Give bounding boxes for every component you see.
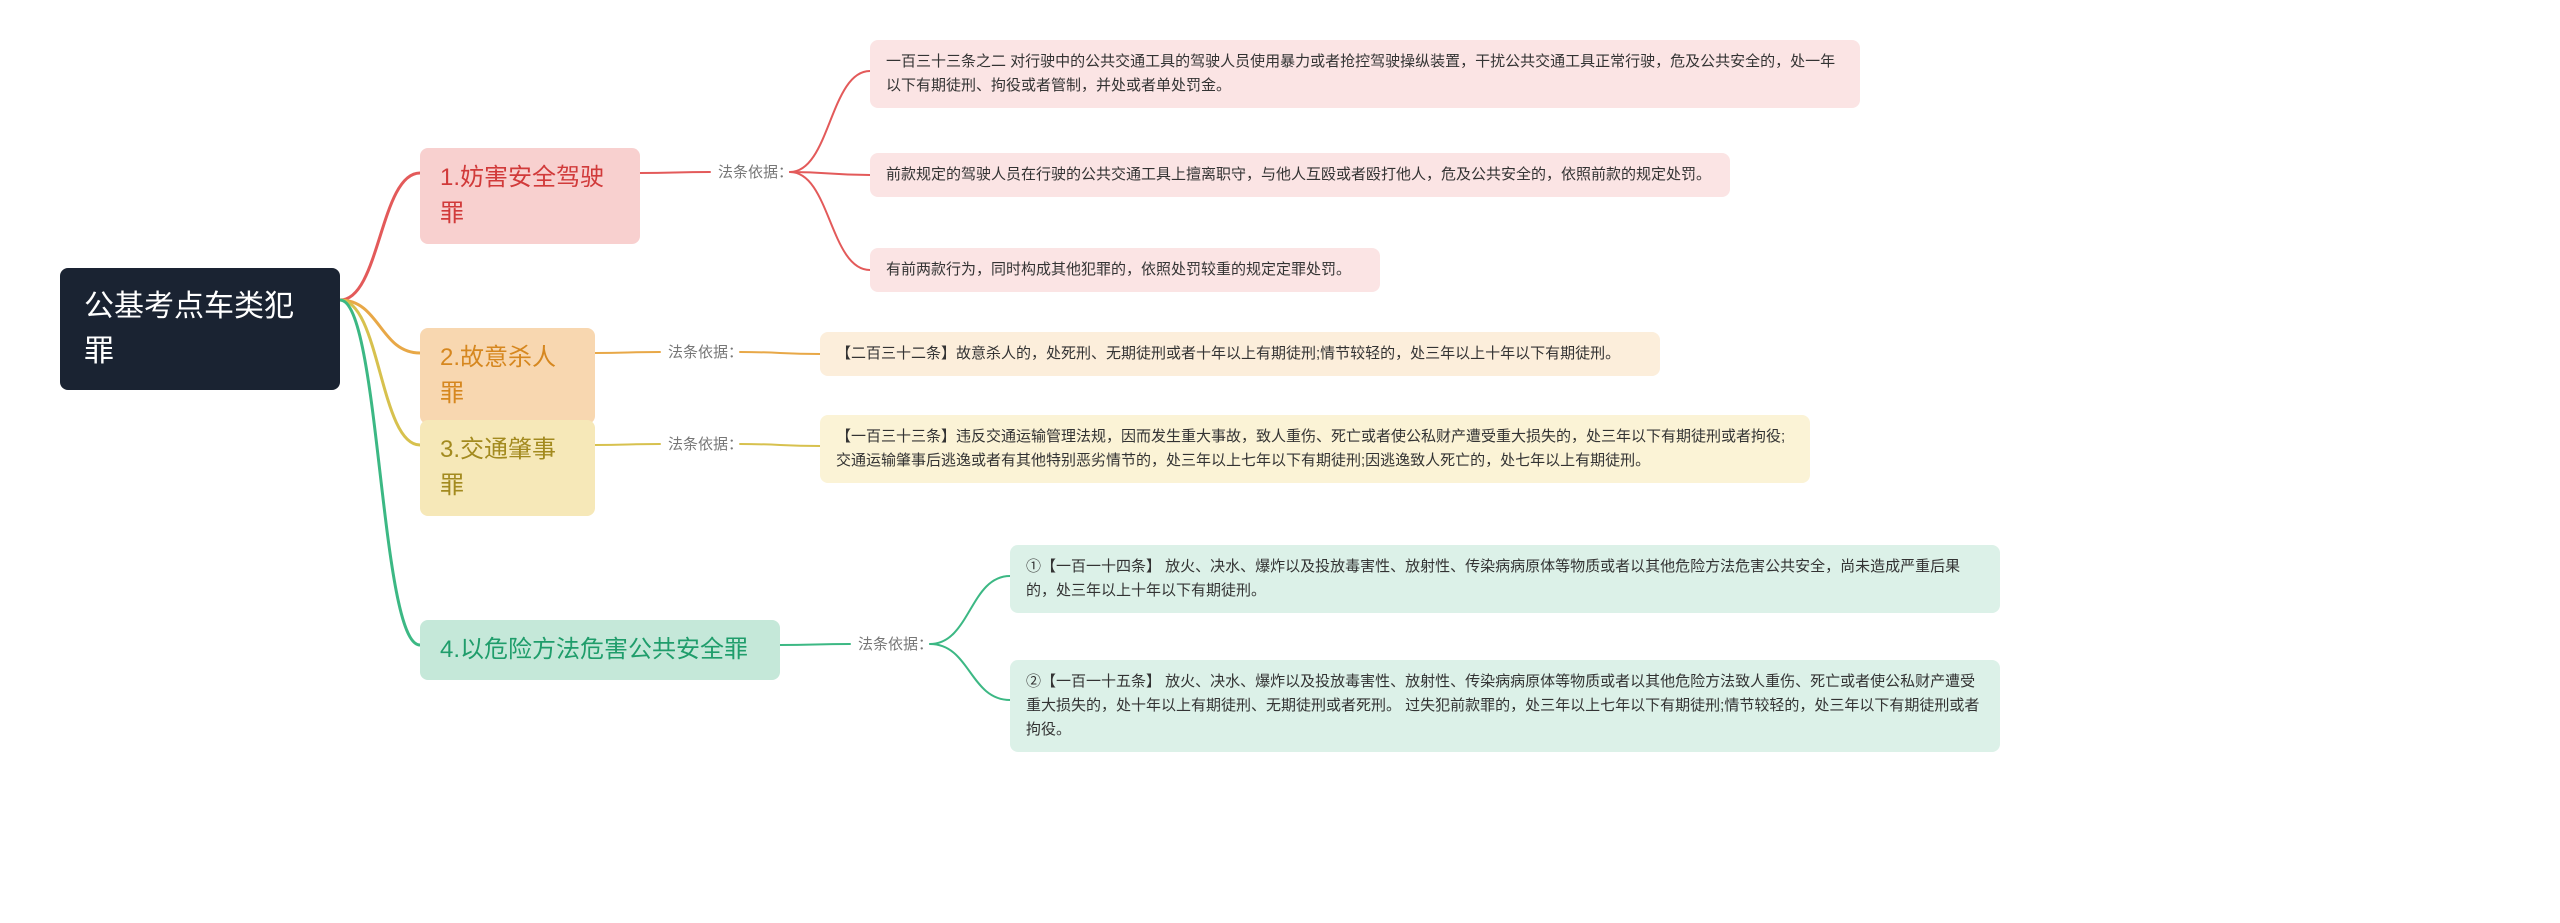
branch-4-legal-basis-label: 法条依据：: [850, 630, 941, 661]
branch-3-legal-basis-label: 法条依据：: [660, 430, 751, 461]
branch-4-leaf-1: ①【一百一十四条】 放火、决水、爆炸以及投放毒害性、放射性、传染病病原体等物质或…: [1010, 545, 2000, 613]
branch-4-leaf-2: ②【一百一十五条】 放火、决水、爆炸以及投放毒害性、放射性、传染病病原体等物质或…: [1010, 660, 2000, 752]
branch-3-leaf-1: 【一百三十三条】违反交通运输管理法规，因而发生重大事故，致人重伤、死亡或者使公私…: [820, 415, 1810, 483]
branch-1-legal-basis-label: 法条依据：: [710, 158, 801, 189]
branch-1-leaf-3: 有前两款行为，同时构成其他犯罪的，依照处罚较重的规定定罪处罚。: [870, 248, 1380, 292]
branch-2: 2.故意杀人罪: [420, 328, 595, 424]
branch-2-leaf-1: 【二百三十二条】故意杀人的，处死刑、无期徒刑或者十年以上有期徒刑;情节较轻的，处…: [820, 332, 1660, 376]
mindmap-canvas: 公基考点车类犯罪1.妨害安全驾驶罪法条依据：一百三十三条之二 对行驶中的公共交通…: [0, 0, 2560, 923]
branch-1: 1.妨害安全驾驶罪: [420, 148, 640, 244]
branch-3: 3.交通肇事罪: [420, 420, 595, 516]
root-node: 公基考点车类犯罪: [60, 268, 340, 390]
branch-1-leaf-1: 一百三十三条之二 对行驶中的公共交通工具的驾驶人员使用暴力或者抢控驾驶操纵装置，…: [870, 40, 1860, 108]
branch-4: 4.以危险方法危害公共安全罪: [420, 620, 780, 680]
branch-1-leaf-2: 前款规定的驾驶人员在行驶的公共交通工具上擅离职守，与他人互殴或者殴打他人，危及公…: [870, 153, 1730, 197]
branch-2-legal-basis-label: 法条依据：: [660, 338, 751, 369]
